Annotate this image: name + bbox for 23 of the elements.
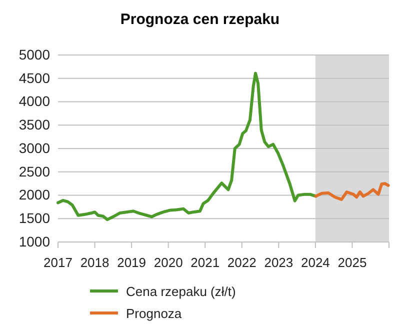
- y-tick-label: 2000: [18, 186, 50, 203]
- y-tick-label: 4500: [18, 70, 50, 86]
- legend-label: Cena rzepaku (zł/t): [126, 284, 236, 299]
- y-tick-label: 5000: [18, 46, 50, 62]
- x-tick-label: 2018: [80, 255, 110, 270]
- x-tick-label: 2021: [190, 255, 220, 270]
- x-tick-label: 2022: [227, 255, 256, 270]
- line-series: [314, 182, 390, 201]
- x-tick-label: 2025: [338, 255, 367, 270]
- x-tick-label: 2023: [264, 255, 294, 270]
- y-tick-label: 1000: [18, 233, 50, 250]
- y-tick-label: 1500: [18, 210, 50, 226]
- y-tick-label: 2500: [18, 163, 50, 180]
- y-tick-label: 4000: [18, 93, 50, 110]
- chart-title: Prognoza cen rzepaku: [120, 11, 280, 28]
- x-tick-label: 2017: [44, 255, 72, 270]
- y-tick-label: 3000: [18, 140, 50, 156]
- x-tick-label: 2019: [117, 255, 146, 270]
- x-tick-label: 2024: [300, 255, 330, 270]
- y-tick-label: 3500: [18, 116, 50, 133]
- line-series: [56, 72, 318, 222]
- x-tick-label: 2020: [154, 255, 183, 270]
- legend-label: Prognoza: [126, 306, 182, 321]
